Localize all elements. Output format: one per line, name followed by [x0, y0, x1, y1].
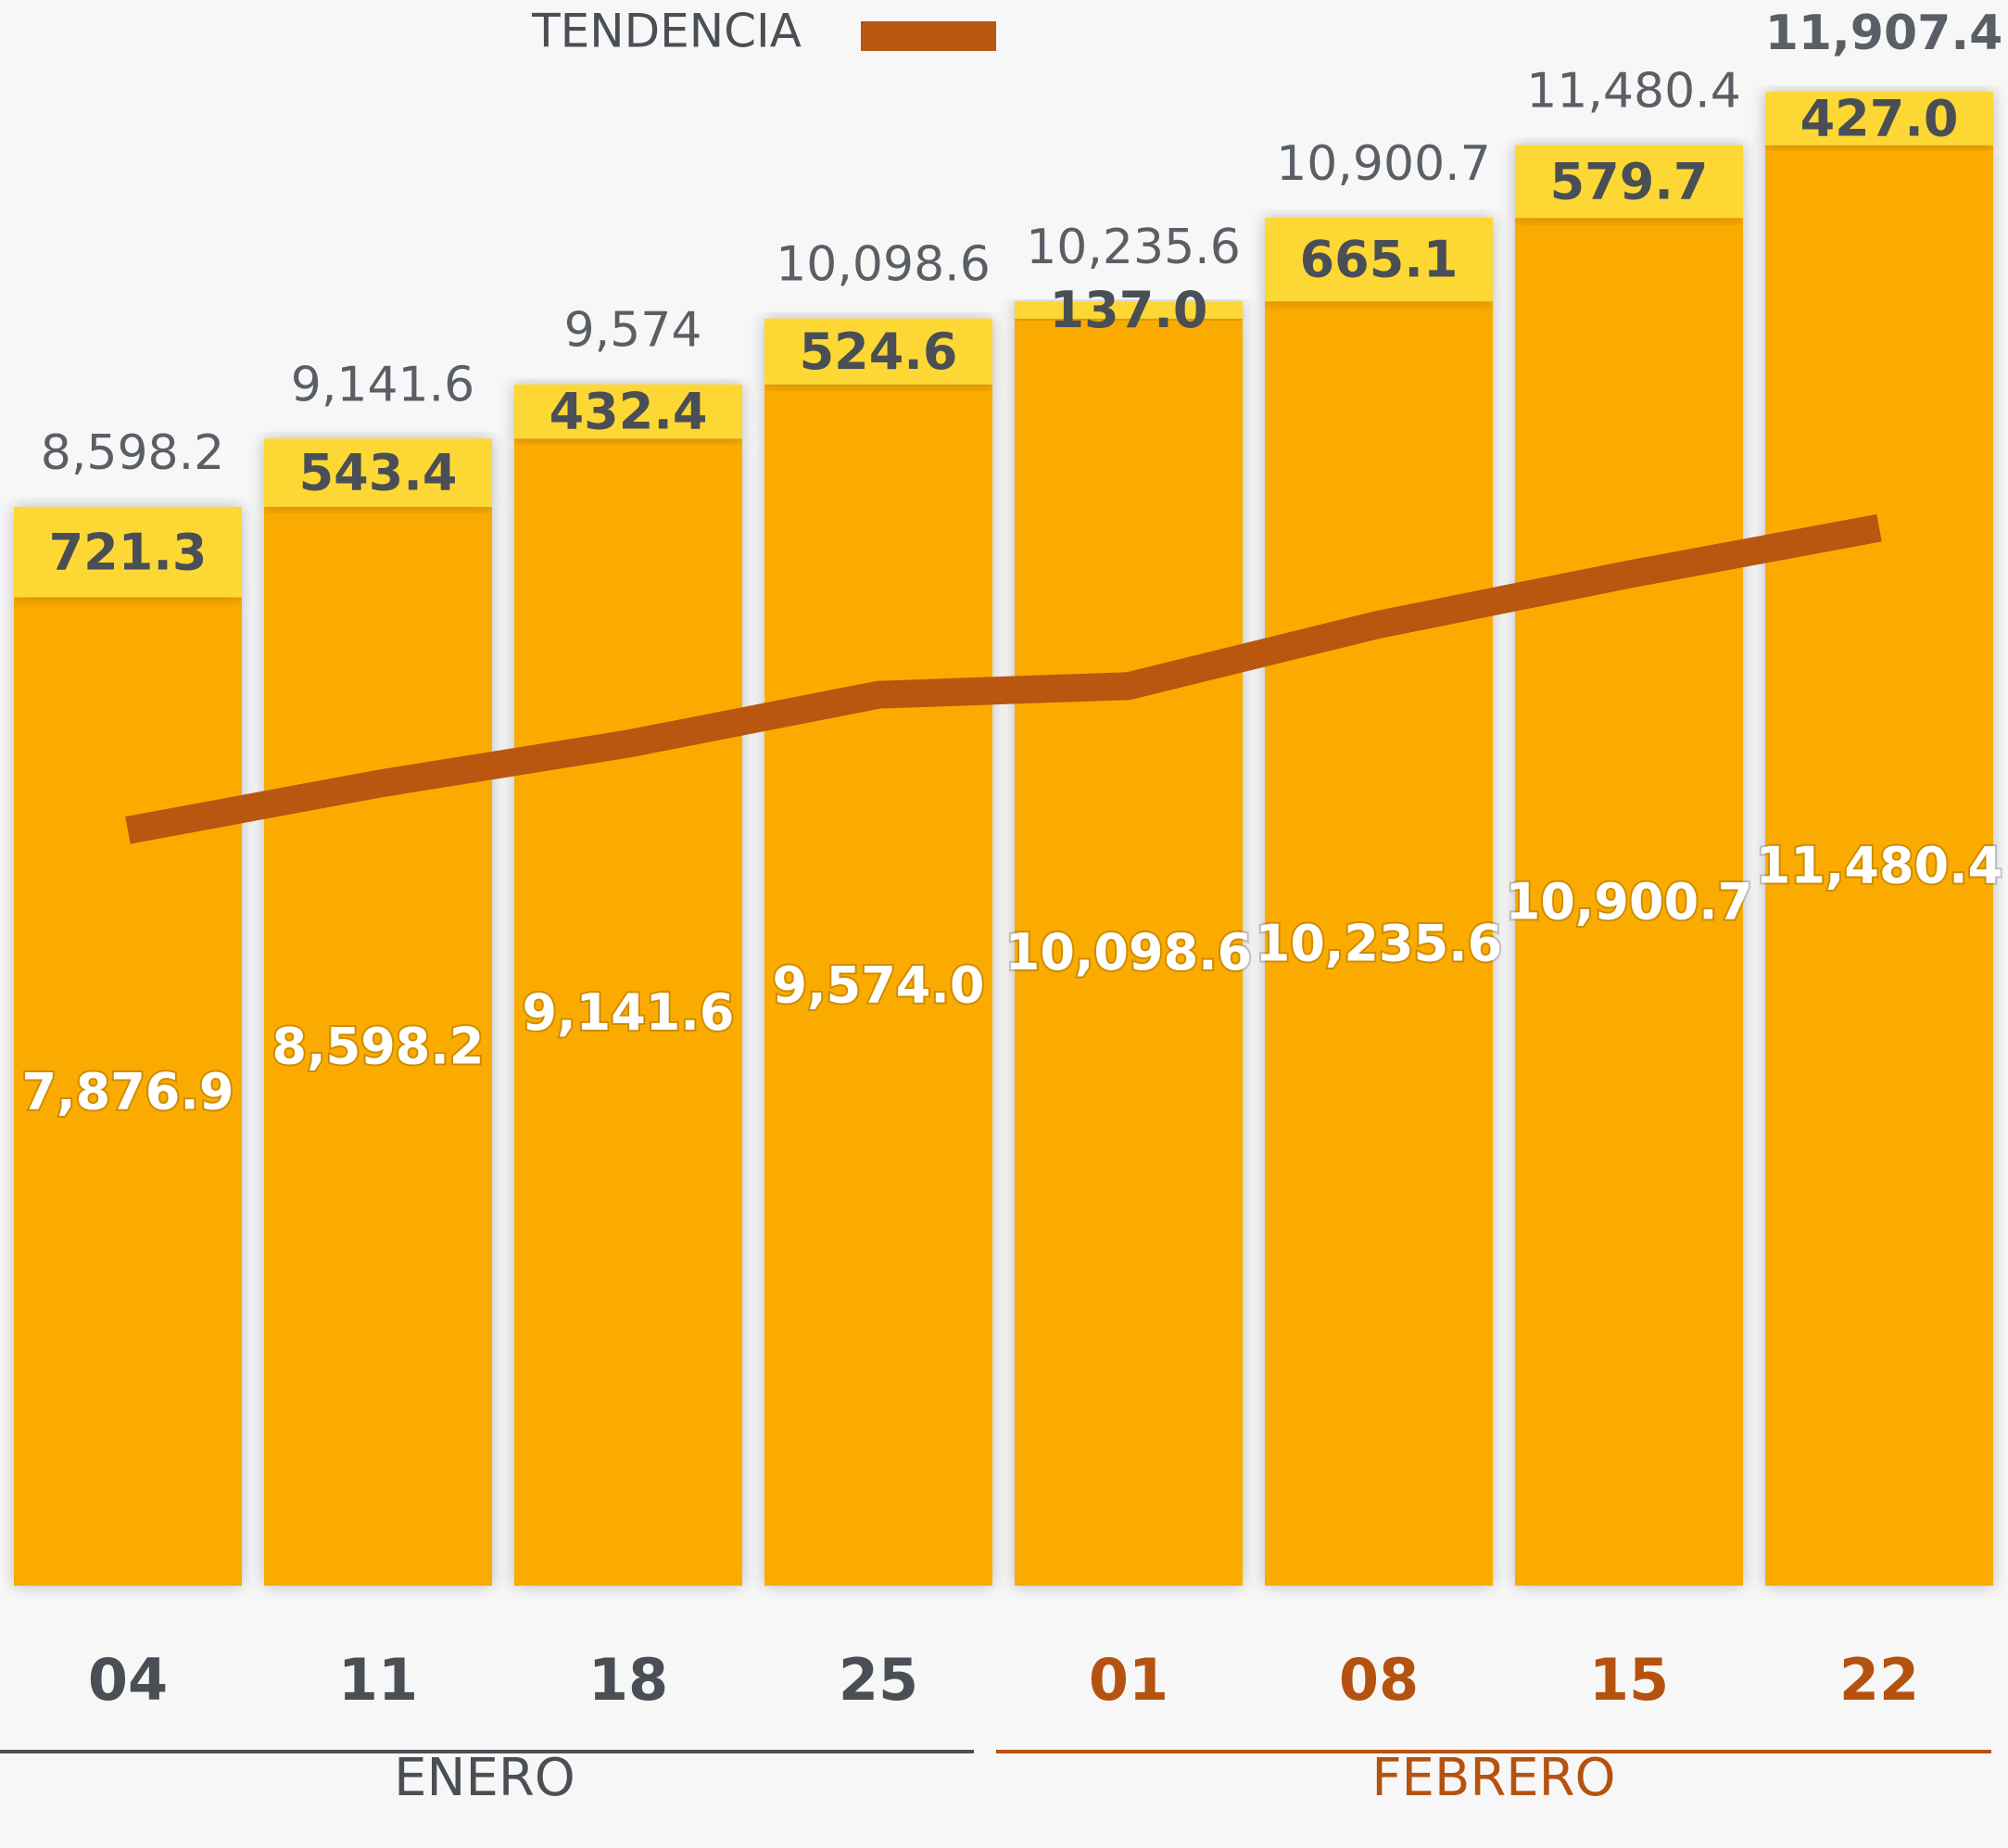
bar-segment — [264, 438, 492, 507]
x-tick-label: 22 — [1839, 1646, 1919, 1714]
value-label: 137.0 — [1050, 281, 1208, 339]
value-label: 665.1 — [1300, 231, 1459, 289]
total-label: 10,098.6 — [776, 237, 991, 293]
bar-segment — [1265, 301, 1493, 1586]
bar-segment — [1765, 145, 1993, 1586]
value-label: 8,598.2 — [272, 1018, 485, 1076]
bar-segment — [264, 506, 492, 1586]
x-tick-label: 11 — [338, 1646, 418, 1714]
value-label: 579.7 — [1550, 152, 1709, 210]
bar-segment — [514, 384, 742, 439]
x-tick-label: 04 — [88, 1646, 168, 1714]
total-label: 11,907.4 — [1765, 6, 2003, 61]
value-label: 524.6 — [800, 323, 958, 381]
bar-segment — [14, 597, 242, 1587]
group-label: ENERO — [394, 1748, 575, 1808]
value-label: 721.3 — [49, 523, 208, 581]
bar-segment — [764, 318, 992, 385]
total-label: 9,141.6 — [291, 357, 474, 412]
bar-segment — [514, 438, 742, 1587]
value-label: 432.4 — [549, 383, 708, 441]
x-tick-label: 01 — [1089, 1646, 1168, 1714]
x-tick-label: 08 — [1339, 1646, 1419, 1714]
bar-segment — [1015, 301, 1243, 319]
value-label: 9,574.0 — [773, 956, 985, 1014]
bar-segment — [764, 384, 992, 1586]
bar-segment — [1015, 318, 1243, 1586]
value-label: 9,141.6 — [523, 983, 735, 1042]
x-tick-label: 25 — [839, 1646, 918, 1714]
legend-label: TENDENCIA — [531, 5, 802, 58]
total-label: 11,480.4 — [1526, 64, 1741, 120]
total-label: 8,598.2 — [41, 425, 224, 481]
bar-segment — [1265, 218, 1493, 302]
x-tick-label: 18 — [588, 1646, 668, 1714]
value-label: 7,876.9 — [22, 1062, 234, 1120]
x-tick-label: 15 — [1589, 1646, 1669, 1714]
total-label: 10,900.7 — [1276, 136, 1491, 192]
trend-line — [125, 513, 1882, 844]
value-label: 427.0 — [1800, 89, 1959, 147]
value-label: 543.4 — [299, 444, 458, 502]
group-label: FEBRERO — [1371, 1748, 1615, 1808]
value-label: 10,235.6 — [1256, 915, 1502, 973]
value-label: 10,900.7 — [1506, 873, 1752, 931]
total-label: 10,235.6 — [1026, 220, 1241, 275]
bar-segment — [1765, 91, 1993, 146]
bar-segment — [14, 506, 242, 598]
value-label: 10,098.6 — [1005, 923, 1252, 981]
bar-segment — [1515, 218, 1743, 1586]
legend-swatch — [861, 21, 996, 51]
value-label: 11,480.4 — [1756, 836, 2002, 894]
bar-segment — [1515, 145, 1743, 219]
total-label: 9,574 — [564, 303, 702, 359]
